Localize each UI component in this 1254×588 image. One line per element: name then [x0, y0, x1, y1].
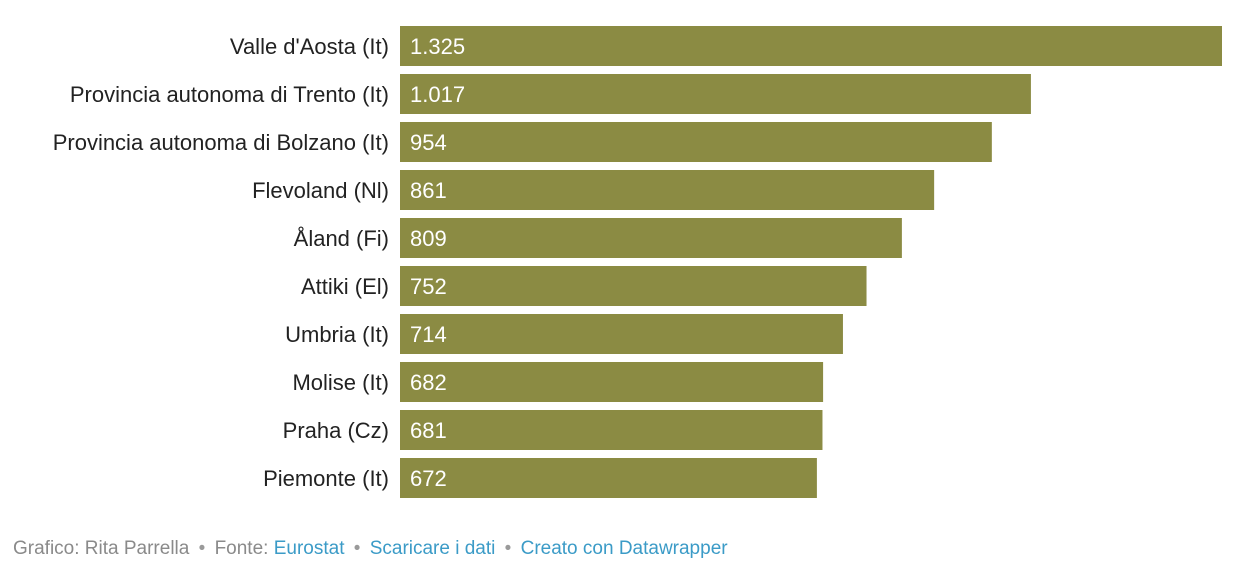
bar	[400, 26, 1222, 66]
footer-separator: •	[353, 538, 361, 559]
source-link[interactable]: Eurostat	[273, 538, 345, 559]
value-label: 714	[410, 322, 447, 347]
footer-separator: •	[504, 538, 512, 559]
bar-row: Flevoland (Nl) 861	[252, 170, 935, 210]
value-label: 681	[410, 418, 447, 443]
value-label: 672	[410, 466, 447, 491]
bar-chart: Valle d'Aosta (It) 1.325 Provincia autonom…	[53, 26, 1222, 498]
bar	[400, 362, 824, 402]
category-label: Umbria (It)	[285, 322, 389, 347]
category-label: Provincia autonoma di Bolzano (It)	[53, 130, 389, 155]
bar	[400, 314, 843, 354]
value-label: 682	[410, 370, 447, 395]
bar	[400, 410, 823, 450]
category-label: Attiki (El)	[301, 274, 389, 299]
value-label: 954	[410, 130, 447, 155]
category-label: Provincia autonoma di Trento (It)	[70, 82, 389, 107]
category-label: Åland (Fi)	[294, 226, 389, 251]
bar-row: Attiki (El) 752	[301, 266, 867, 306]
bar-row: Umbria (It) 714	[285, 314, 843, 354]
value-label: 752	[410, 274, 447, 299]
category-label: Molise (It)	[292, 370, 389, 395]
bar	[400, 122, 992, 162]
value-label: 809	[410, 226, 447, 251]
bar	[400, 218, 902, 258]
bar	[400, 266, 867, 306]
bar-row: Provincia autonoma di Trento (It) 1.017	[70, 74, 1031, 114]
category-label: Praha (Cz)	[283, 418, 389, 443]
value-label: 861	[410, 178, 447, 203]
bar-row: Molise (It) 682	[292, 362, 824, 402]
bar-row: Valle d'Aosta (It) 1.325	[230, 26, 1222, 66]
bar-row: Provincia autonoma di Bolzano (It) 954	[53, 122, 992, 162]
bar-row: Piemonte (It) 672	[263, 458, 817, 498]
value-label: 1.017	[410, 82, 465, 107]
bar	[400, 458, 817, 498]
datawrapper-link[interactable]: Creato con Datawrapper	[520, 538, 728, 559]
bar	[400, 170, 935, 210]
category-label: Piemonte (It)	[263, 466, 389, 491]
download-data-link[interactable]: Scaricare i dati	[369, 538, 496, 559]
chart-footer: Grafico: Rita Parrella • Fonte: Eurostat…	[13, 538, 728, 560]
value-label: 1.325	[410, 34, 465, 59]
bar-row: Åland (Fi) 809	[294, 218, 902, 258]
category-label: Flevoland (Nl)	[252, 178, 389, 203]
category-label: Valle d'Aosta (It)	[230, 34, 389, 59]
bar-row: Praha (Cz) 681	[283, 410, 823, 450]
footer-separator: •	[198, 538, 206, 559]
footer-source-label: Fonte:	[214, 538, 269, 559]
bar	[400, 74, 1031, 114]
footer-credit: Grafico: Rita Parrella	[13, 538, 190, 559]
